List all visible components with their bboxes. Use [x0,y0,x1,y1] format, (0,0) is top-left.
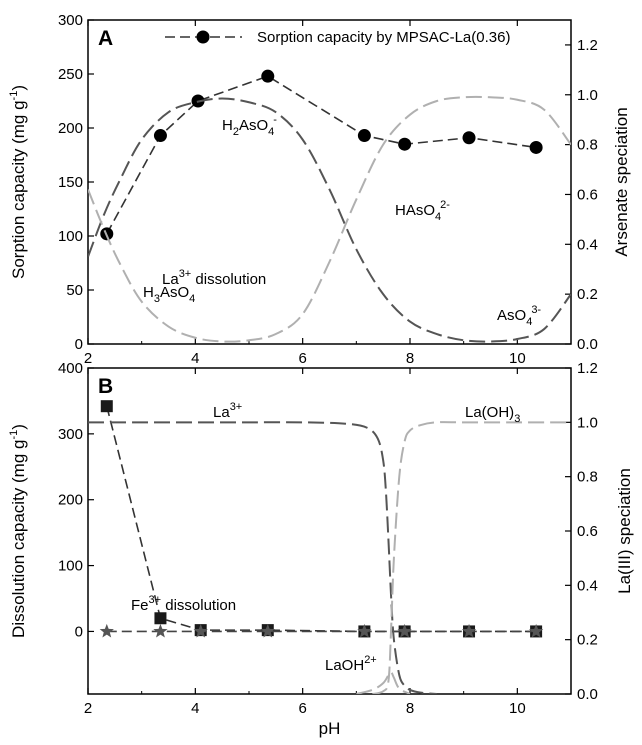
y2-tick-label: 0.8 [577,469,598,486]
y-tick-label: 100 [58,558,83,575]
data-point [99,623,114,638]
y2-tick-label: 0.2 [577,286,598,303]
legend-label: Sorption capacity by MPSAC-La(0.36) [257,29,510,46]
data-point [357,129,371,143]
data-point [193,623,208,638]
y-tick-label: 300 [58,426,83,443]
data-point [153,129,167,143]
data-point [260,623,275,638]
y-tick-label: 200 [58,120,83,137]
annotation: Fe3+ dissolution [131,594,236,614]
x-tick-label: 10 [509,350,526,367]
x-tick-label: 2 [84,700,92,717]
panel-B: 2 4 6 8 1001002003004000.00.20.40.60.81.01.2… [8,268,634,738]
data-point [397,623,412,638]
y-axis-title: Sorption capacity (mg g-1) [8,85,28,279]
data-point [154,612,167,625]
x-tick-label: 10 [509,700,526,717]
data-point [153,623,168,638]
panel-A: 2 4 6 8 100501001502002503000.00.20.40.60.81… [8,12,631,367]
y2-tick-label: 0.4 [577,577,598,594]
y-tick-label: 250 [58,66,83,83]
x-tick-label: 6 [298,700,306,717]
data-point [529,140,543,154]
panel-letter: B [98,375,113,398]
annotation: La(OH)3 [465,404,520,425]
x-axis-title: pH [319,719,341,738]
data-point [462,131,476,145]
y-tick-label: 0 [75,623,83,640]
speciation-curve-2 [88,421,437,694]
y-axis-title: Dissolution capacity (mg g-1) [8,424,28,638]
speciation-curve-3 [372,421,571,694]
y2-tick-label: 1.2 [577,360,598,377]
y-tick-label: 50 [66,282,83,299]
y-tick-label: 0 [75,336,83,353]
x-tick-label: 8 [406,700,414,717]
data-point [461,623,477,638]
y-tick-label: 400 [58,360,83,377]
x-tick-label: 2 [84,350,92,367]
data-point [100,400,113,413]
x-tick-label: 4 [191,350,199,367]
y2-tick-label: 0.6 [577,523,598,540]
annotation: La3+ [213,401,242,421]
annotation: AsO43- [497,304,541,328]
annotation: H2AsO4- [222,114,277,138]
y2-tick-label: 1.2 [577,37,598,54]
annotation: HAsO42- [395,199,450,223]
legend-marker [196,30,210,44]
y2-tick-label: 1.0 [577,87,598,104]
y2-tick-label: 0.2 [577,632,598,649]
y-tick-label: 200 [58,492,83,509]
x-tick-label: 4 [191,700,199,717]
y2-tick-label: 0.8 [577,137,598,154]
y2-axis-title: La(III) speciation [615,468,634,594]
y2-tick-label: 0.6 [577,186,598,203]
y2-axis-title: Arsenate speciation [612,107,631,256]
y2-tick-label: 0.4 [577,236,598,253]
x-tick-label: 8 [406,350,414,367]
speciation-curve-1 [88,97,571,343]
y-tick-label: 150 [58,174,83,191]
data-point [261,69,275,83]
data-line-0 [106,75,537,235]
data-point [357,623,372,638]
data-point [398,137,412,151]
y-tick-label: 300 [58,12,83,29]
speciation-curve-2 [88,95,571,343]
y2-tick-label: 0.0 [577,686,598,703]
y-tick-label: 100 [58,228,83,245]
annotation: LaOH2+ [325,654,377,674]
annotation: H3AsO4 [143,284,195,305]
y2-tick-label: 1.0 [577,414,598,431]
y2-tick-label: 0.0 [577,336,598,353]
data-point [528,623,544,638]
panel-letter: A [98,27,113,50]
annotation: La3+ dissolution [162,268,266,288]
x-tick-label: 6 [298,350,306,367]
